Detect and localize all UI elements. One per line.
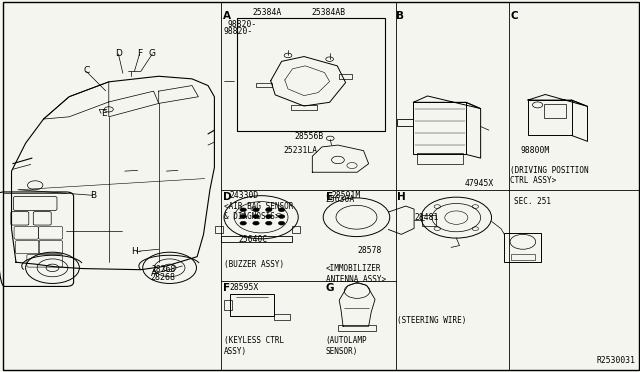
Circle shape	[278, 208, 285, 212]
Bar	[291, 105, 317, 110]
Text: 28268: 28268	[150, 273, 175, 282]
Bar	[256, 83, 272, 87]
Bar	[504, 232, 541, 262]
Circle shape	[253, 221, 259, 225]
Circle shape	[266, 221, 272, 225]
Bar	[339, 74, 352, 79]
Circle shape	[278, 221, 285, 225]
Circle shape	[240, 208, 246, 212]
Text: B: B	[90, 191, 96, 200]
Text: SEC. 251: SEC. 251	[514, 197, 551, 206]
Text: 28578: 28578	[357, 246, 381, 255]
Text: 25640C: 25640C	[238, 235, 268, 244]
Text: G: G	[326, 283, 334, 294]
Text: <IMMOBILIZER
ANTENNA ASSY>: <IMMOBILIZER ANTENNA ASSY>	[326, 264, 386, 283]
Text: 47945X: 47945X	[465, 179, 494, 187]
Bar	[224, 300, 232, 310]
Text: F: F	[137, 49, 142, 58]
Text: 25630A: 25630A	[325, 195, 355, 204]
Text: 28481: 28481	[415, 213, 439, 222]
Text: 28268: 28268	[152, 265, 176, 274]
Text: 25384AB: 25384AB	[312, 8, 346, 17]
Bar	[274, 314, 290, 320]
Bar	[413, 102, 466, 154]
Text: H: H	[131, 247, 138, 256]
Text: 98820-: 98820-	[228, 20, 257, 29]
Bar	[292, 226, 300, 233]
Text: G: G	[149, 49, 156, 58]
Text: (DRIVING POSITION
CTRL ASSY>: (DRIVING POSITION CTRL ASSY>	[510, 166, 589, 185]
Bar	[544, 104, 566, 118]
Circle shape	[253, 208, 259, 212]
Text: 98820-: 98820-	[224, 27, 253, 36]
Circle shape	[240, 221, 246, 225]
Text: 28591M: 28591M	[332, 191, 361, 200]
Bar	[237, 18, 385, 131]
Circle shape	[266, 208, 272, 212]
Text: C: C	[83, 66, 90, 75]
Text: (KEYLESS CTRL
ASSY): (KEYLESS CTRL ASSY)	[224, 336, 284, 356]
Circle shape	[240, 215, 246, 218]
Text: (STEERING WIRE): (STEERING WIRE)	[397, 316, 467, 325]
Text: C: C	[510, 11, 518, 21]
Text: E: E	[101, 109, 106, 118]
Text: (BUZZER ASSY): (BUZZER ASSY)	[224, 260, 284, 269]
Circle shape	[253, 215, 259, 218]
Text: D: D	[223, 192, 232, 202]
Text: F: F	[223, 283, 230, 294]
Text: H: H	[397, 192, 406, 202]
Text: B: B	[396, 11, 404, 21]
Text: A: A	[150, 269, 157, 278]
Circle shape	[278, 215, 285, 218]
Text: A: A	[223, 11, 232, 21]
Circle shape	[266, 215, 272, 218]
Text: 28595X: 28595X	[229, 283, 259, 292]
Bar	[511, 254, 535, 260]
Bar	[215, 226, 223, 233]
Text: <AIR BAG SENSOR
& DIAGNOSIS>: <AIR BAG SENSOR & DIAGNOSIS>	[224, 202, 293, 221]
Bar	[422, 215, 436, 226]
Bar	[417, 153, 463, 164]
Text: R2530031: R2530031	[596, 356, 636, 365]
Text: 98800M: 98800M	[520, 146, 550, 155]
Text: 25231LA: 25231LA	[284, 146, 317, 155]
Text: E: E	[326, 192, 333, 202]
Bar	[528, 100, 572, 135]
Bar	[230, 294, 274, 316]
Text: D: D	[115, 49, 122, 58]
Text: 25384A: 25384A	[253, 8, 282, 17]
Bar	[338, 325, 376, 331]
Text: (AUTOLAMP
SENSOR): (AUTOLAMP SENSOR)	[326, 336, 367, 356]
Text: 28556B: 28556B	[294, 132, 324, 141]
Text: 24330D: 24330D	[229, 191, 259, 200]
